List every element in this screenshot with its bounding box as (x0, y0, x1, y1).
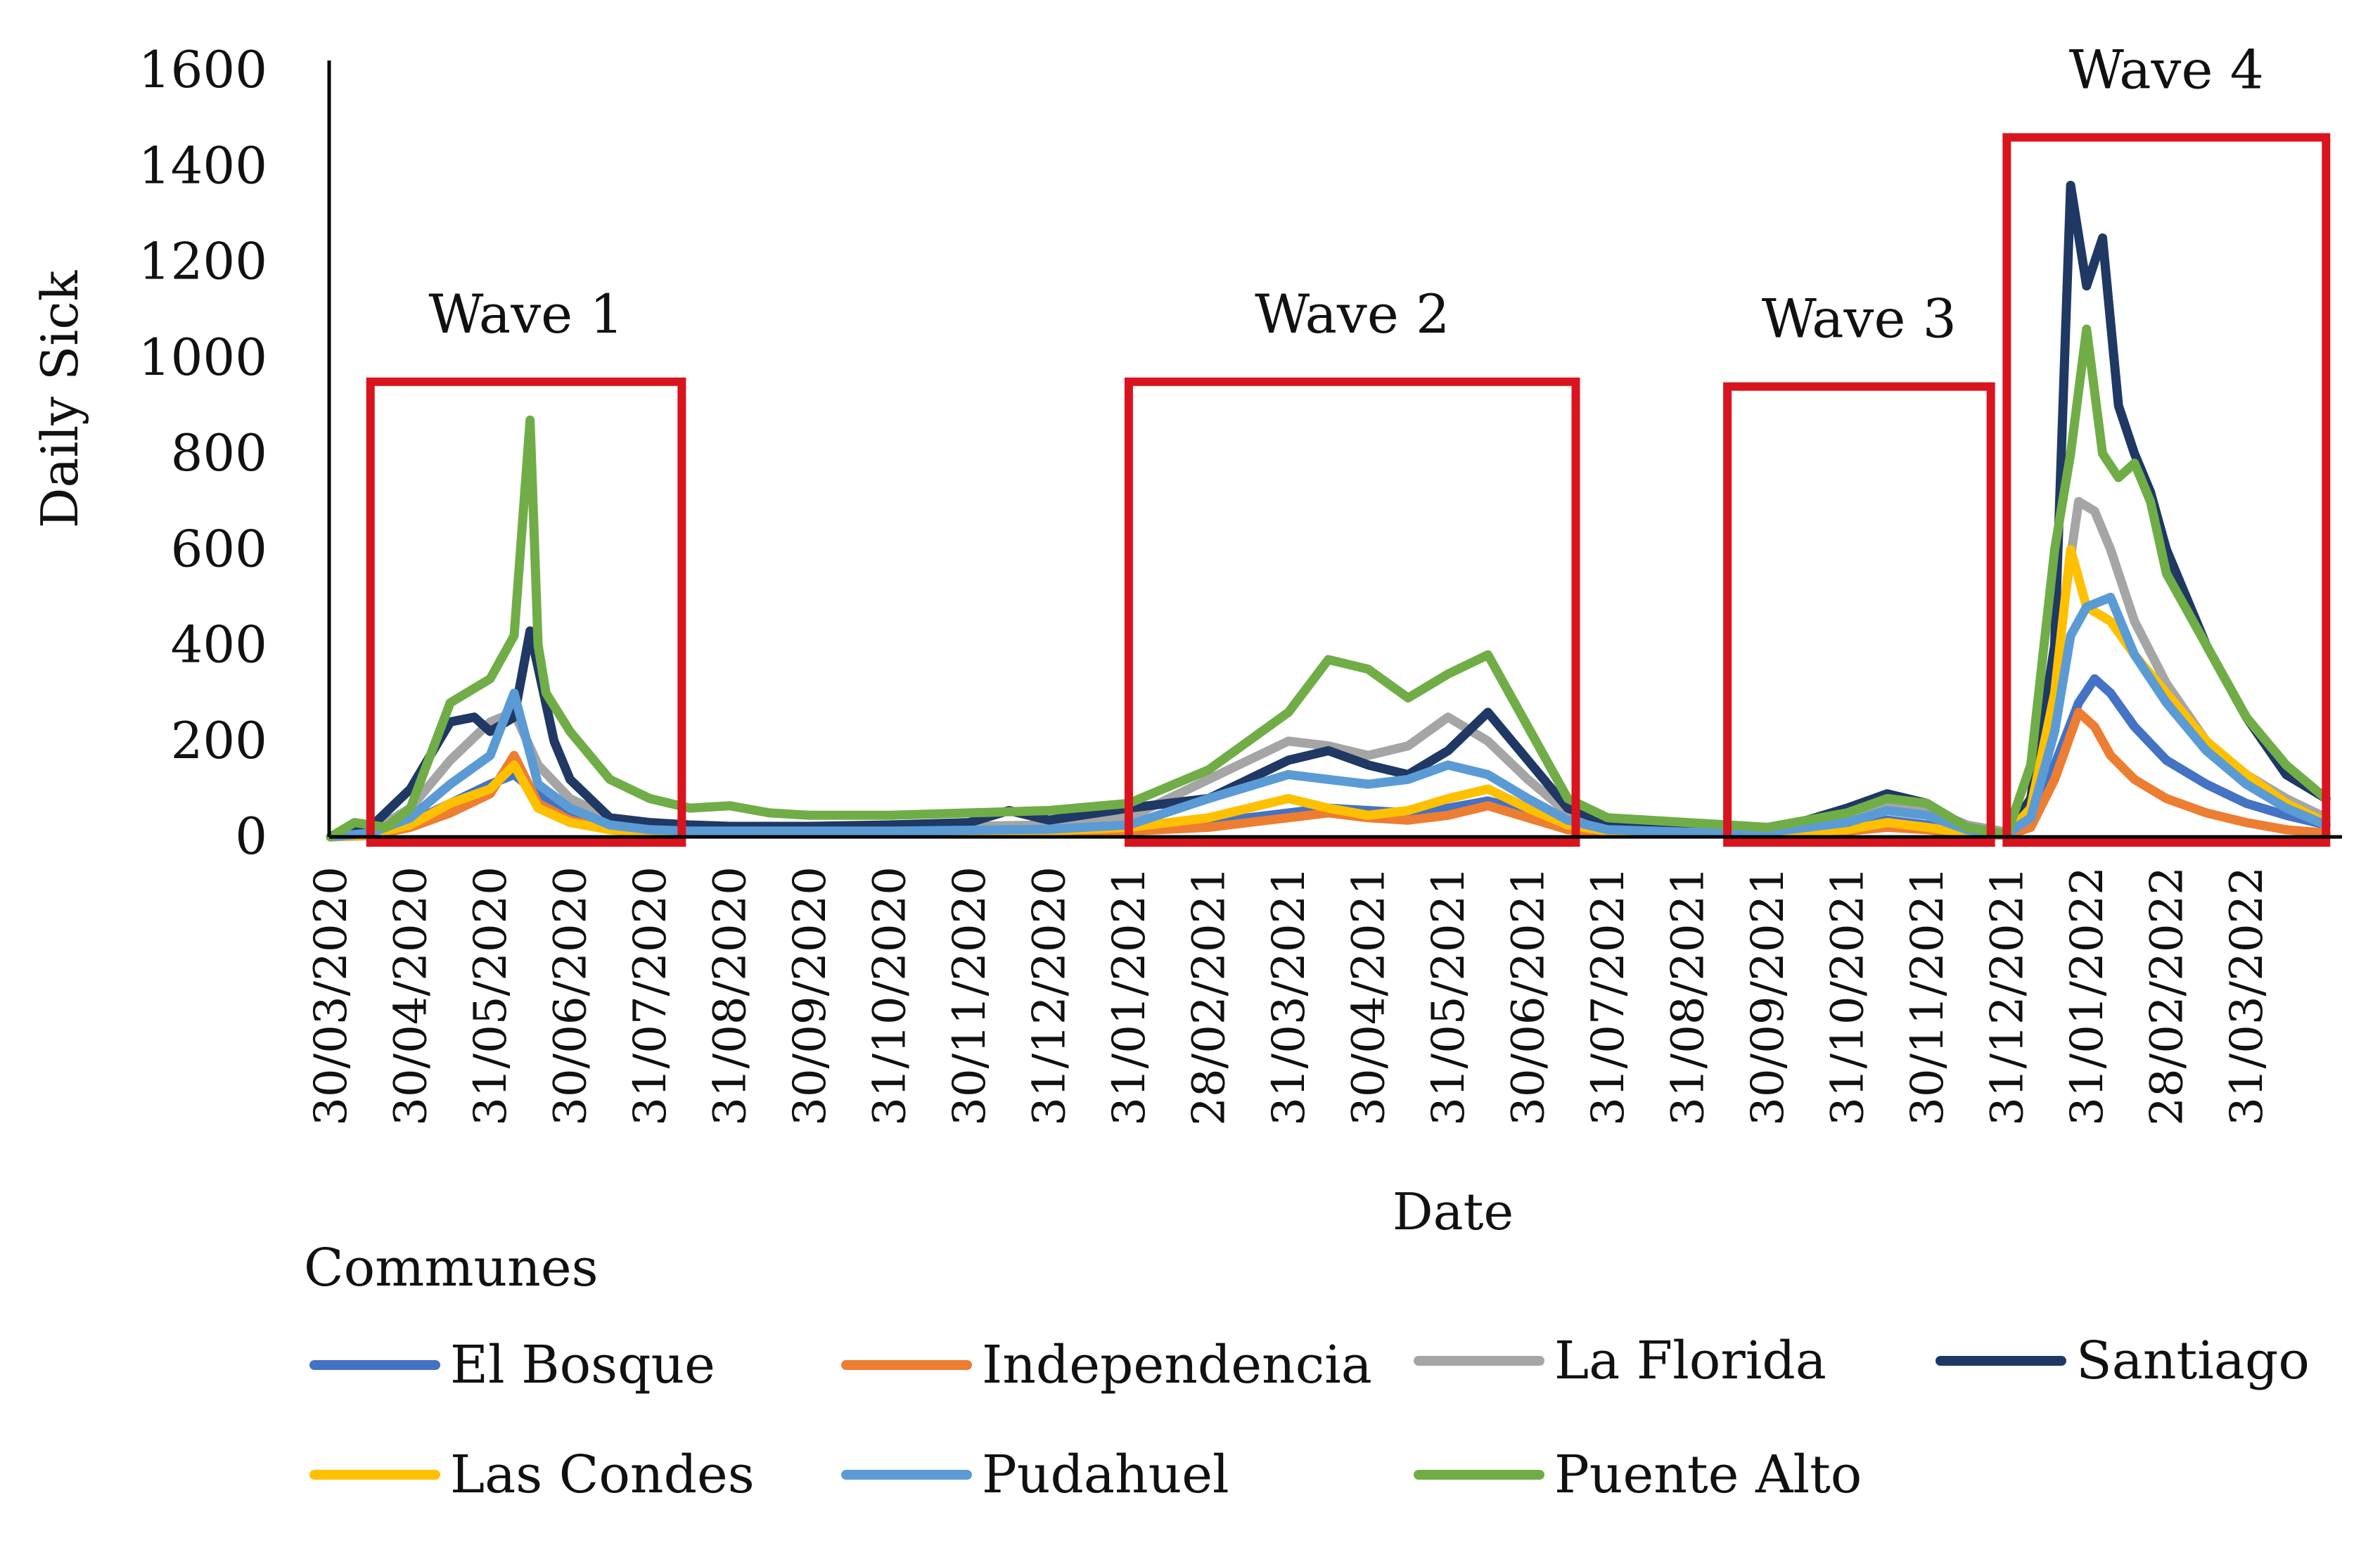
x-tick-label: 31/07/2020 (625, 866, 677, 1126)
x-tick-label: 31/10/2021 (1822, 866, 1874, 1126)
x-tick-label: 30/04/2020 (385, 866, 437, 1126)
x-tick-label: 28/02/2021 (1183, 866, 1235, 1126)
legend-swatch (309, 1470, 440, 1480)
legend-swatch (309, 1360, 440, 1370)
x-tick-label: 30/03/2020 (305, 866, 357, 1126)
legend-title: Communes (304, 1238, 599, 1298)
x-tick-label: 31/10/2020 (864, 866, 916, 1126)
legend-label: Independencia (982, 1335, 1372, 1395)
x-tick-label: 31/12/2021 (1981, 866, 2033, 1126)
wave-label-3: Wave 3 (1762, 288, 1957, 350)
series-line-las-condes (326, 544, 2331, 842)
legend-item-la-florida: La Florida (1414, 1329, 1826, 1392)
x-tick-label: 31/07/2021 (1582, 866, 1634, 1126)
series-line-la-florida (326, 497, 2331, 842)
x-tick-label: 30/06/2020 (544, 866, 596, 1126)
x-tick-label: 30/06/2021 (1502, 866, 1554, 1126)
x-tick-label: 31/05/2021 (1423, 866, 1475, 1126)
x-tick-label: 31/08/2020 (704, 866, 756, 1126)
y-tick-label: 800 (171, 423, 267, 482)
legend-item-santiago: Santiago (1936, 1329, 2310, 1392)
legend-label: El Bosque (450, 1335, 715, 1395)
x-axis-ticks: 30/03/2020 30/04/2020 31/05/2020 30/06/2020… (305, 866, 2273, 1126)
legend-label: Puente Alto (1554, 1445, 1862, 1505)
legend-label: La Florida (1554, 1331, 1826, 1391)
y-tick-label: 0 (235, 807, 267, 866)
legend-swatch (1414, 1470, 1544, 1480)
wave-box-1 (366, 377, 686, 847)
legend-label: Las Condes (450, 1445, 755, 1505)
series-line-puente-alto (326, 324, 2331, 842)
y-tick-label: 1200 (139, 232, 267, 291)
y-axis-title: Daily Sick (30, 269, 89, 528)
x-tick-label: 30/11/2020 (944, 866, 996, 1126)
y-tick-label: 600 (171, 519, 267, 578)
wave-label-4: Wave 4 (2069, 38, 2264, 101)
legend-item-pudahuel: Pudahuel (841, 1443, 1229, 1506)
wave-label-1: Wave 1 (428, 283, 623, 345)
series-line-pudahuel (326, 592, 2331, 842)
x-tick-label: 30/04/2021 (1343, 866, 1395, 1126)
legend-item-independencia: Independencia (841, 1333, 1372, 1397)
x-tick-label: 30/09/2021 (1742, 866, 1794, 1126)
x-tick-label: 30/09/2020 (784, 866, 836, 1126)
y-tick-label: 200 (171, 711, 267, 770)
legend-label: Pudahuel (982, 1445, 1229, 1505)
x-tick-label: 30/11/2021 (1902, 866, 1954, 1126)
x-tick-label: 31/12/2020 (1023, 866, 1075, 1126)
series-lines (326, 181, 2331, 842)
wave-label-2: Wave 2 (1255, 283, 1450, 345)
y-tick-label: 1400 (139, 136, 267, 195)
x-tick-label: 31/08/2021 (1662, 866, 1714, 1126)
x-tick-label: 28/02/2022 (2141, 866, 2193, 1126)
legend-label: Santiago (2076, 1331, 2310, 1391)
wave-box-2 (1124, 377, 1580, 847)
y-axis-ticks: 0 200 400 600 800 1000 1200 1400 1600 (139, 40, 267, 866)
wave-annotations: Wave 1 Wave 2 Wave 3 Wave 4 (366, 38, 2331, 847)
y-tick-label: 1600 (139, 40, 267, 99)
wave-box-4 (2002, 133, 2331, 847)
legend-item-las-condes: Las Condes (309, 1443, 755, 1506)
y-tick-label: 1000 (139, 328, 267, 387)
x-tick-label: 31/03/2022 (2221, 866, 2273, 1126)
wave-box-3 (1723, 382, 1995, 847)
legend-swatch (841, 1360, 972, 1370)
legend-item-puente-alto: Puente Alto (1414, 1443, 1862, 1506)
series-line-santiago (326, 181, 2331, 842)
x-axis-title: Date (1393, 1182, 1514, 1241)
y-tick-label: 400 (171, 615, 267, 674)
x-tick-label: 31/05/2020 (465, 866, 517, 1126)
x-tick-label: 31/01/2022 (2061, 866, 2113, 1126)
legend-swatch (1936, 1356, 2066, 1366)
legend-swatch (841, 1470, 972, 1480)
x-tick-label: 31/01/2021 (1103, 866, 1156, 1126)
legend-item-el-bosque: El Bosque (309, 1333, 715, 1397)
x-tick-label: 31/03/2021 (1263, 866, 1315, 1126)
legend-swatch (1414, 1356, 1544, 1366)
